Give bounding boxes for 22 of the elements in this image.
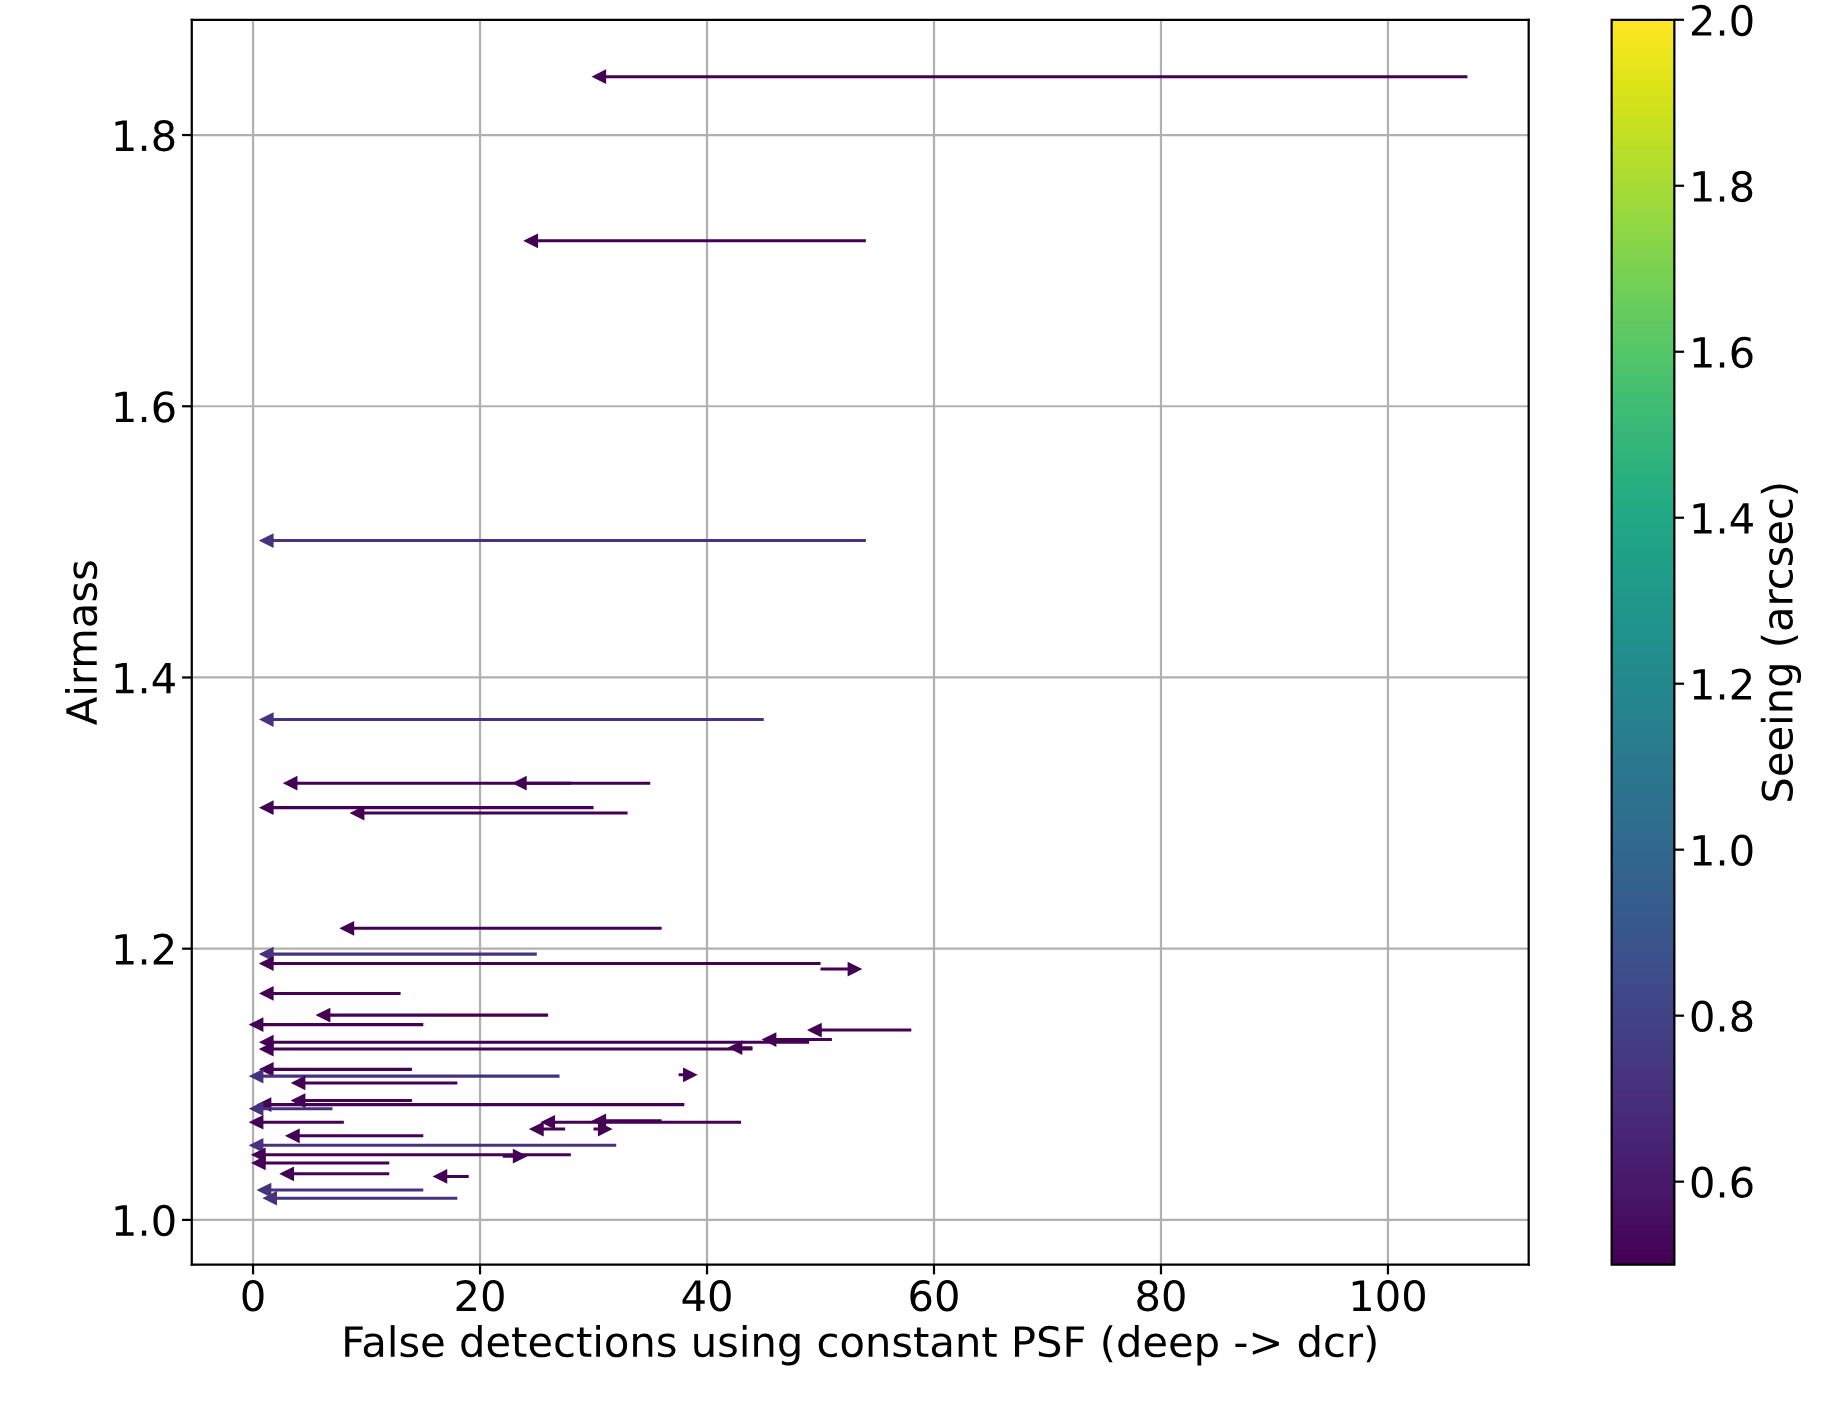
x-tick-label: 80 [1137, 1279, 1185, 1312]
x-axis-title: False detections using constant PSF (deep -> dcr) [345, 1325, 1376, 1366]
color-bar-label: 1.8 [1693, 170, 1753, 203]
color-bar-label: 0.8 [1691, 1000, 1753, 1033]
color-bar-title: Seeing (arcsec) [1760, 484, 1802, 801]
y-tick-label: 1.2 [115, 933, 174, 965]
y-axis-title: Airmass [65, 561, 98, 725]
color-bar-label: 1.2 [1693, 668, 1752, 700]
x-tick-label: 60 [910, 1279, 958, 1312]
y-tick-label: 1.4 [115, 662, 175, 694]
color-bar-label: 2.0 [1691, 4, 1753, 37]
y-tick-label: 1.0 [115, 1204, 175, 1237]
x-tick-label: 40 [682, 1279, 731, 1312]
y-tick-label: 1.6 [115, 391, 175, 423]
x-tick-label: 0 [242, 1279, 264, 1312]
color-bar-label: 1.4 [1693, 503, 1753, 534]
color-bar-label: 0.6 [1691, 1166, 1753, 1199]
color-bar-label: 1.0 [1693, 834, 1753, 867]
color-bar-label: 1.6 [1693, 336, 1753, 369]
y-tick-label: 1.8 [115, 119, 175, 152]
x-tick-label: 20 [456, 1279, 504, 1312]
x-tick-label: 100 [1352, 1279, 1425, 1312]
